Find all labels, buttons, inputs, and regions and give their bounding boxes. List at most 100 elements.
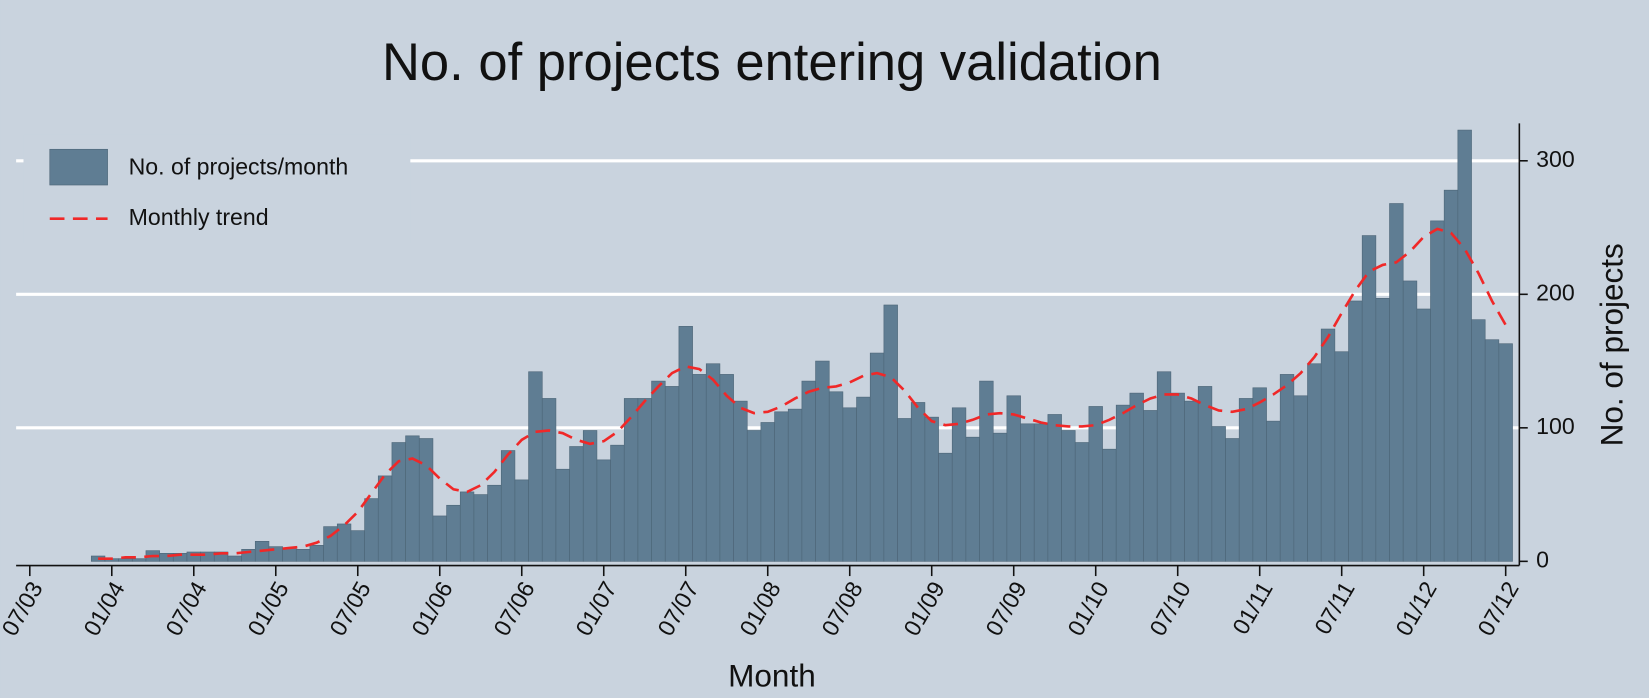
bar — [1033, 423, 1049, 562]
bar — [1156, 371, 1172, 562]
bar — [582, 430, 598, 562]
bar — [938, 452, 953, 562]
bar — [787, 408, 803, 562]
bar — [610, 444, 625, 562]
bar — [842, 407, 857, 562]
x-axis-title: Month — [728, 657, 816, 693]
bar — [541, 398, 557, 562]
bar — [309, 545, 324, 562]
bar — [418, 438, 434, 562]
bar — [692, 374, 707, 562]
bar — [1225, 438, 1240, 562]
trend-line — [98, 227, 1507, 560]
bar — [1006, 395, 1021, 562]
bar — [131, 558, 147, 562]
bar — [1416, 308, 1431, 562]
bar — [664, 386, 680, 562]
bar — [637, 398, 652, 562]
bar — [828, 391, 844, 562]
bar — [350, 530, 365, 562]
bar — [500, 450, 516, 562]
bar — [1279, 374, 1295, 562]
legend-swatch — [49, 148, 108, 186]
bar — [295, 549, 311, 562]
bar — [1211, 426, 1226, 562]
bar — [1293, 395, 1308, 562]
legend-label: Monthly trend — [129, 204, 269, 230]
y-tick-label: 200 — [1536, 279, 1575, 305]
bar — [364, 498, 379, 562]
bar — [514, 479, 529, 562]
bar — [1115, 404, 1131, 562]
bar — [1184, 400, 1199, 562]
y-tick-label: 300 — [1536, 146, 1575, 172]
bar — [1102, 448, 1117, 562]
bar — [856, 396, 871, 562]
bar — [459, 491, 475, 562]
bar — [651, 380, 666, 562]
bar — [719, 374, 734, 562]
bar — [705, 363, 721, 562]
bar — [555, 468, 570, 562]
bar — [1443, 189, 1459, 562]
y-axis-title: No. of projects — [1593, 243, 1629, 446]
bar — [746, 430, 762, 562]
bar — [1074, 442, 1090, 562]
bar — [377, 475, 393, 562]
bar — [1430, 220, 1445, 562]
bar — [473, 494, 488, 562]
bar — [774, 411, 789, 562]
bar — [432, 515, 447, 562]
bar — [1334, 351, 1349, 562]
bar — [678, 326, 693, 562]
bar — [1061, 430, 1076, 562]
bar — [1020, 423, 1035, 562]
bar — [733, 400, 748, 562]
bar — [1348, 300, 1363, 562]
bar — [1457, 129, 1472, 562]
bar — [569, 446, 584, 562]
bar — [1402, 280, 1418, 562]
bar — [1361, 235, 1377, 562]
bar — [965, 436, 980, 562]
y-tick-label: 0 — [1536, 546, 1549, 572]
bar — [1238, 398, 1254, 562]
bar — [801, 380, 816, 562]
bar — [1498, 343, 1513, 562]
bar — [897, 418, 912, 562]
bar — [924, 416, 939, 562]
bar — [1320, 328, 1336, 562]
chart-title: No. of projects entering validation — [382, 33, 1162, 92]
bar — [405, 435, 420, 562]
bar — [227, 555, 242, 562]
bar — [815, 360, 830, 562]
bar — [979, 380, 994, 562]
legend-label: No. of projects/month — [129, 153, 349, 179]
bar — [1047, 414, 1062, 562]
bar — [1307, 363, 1322, 562]
bar — [760, 422, 775, 562]
bar — [1375, 298, 1390, 562]
bar — [951, 407, 967, 562]
bar — [883, 304, 898, 562]
bar — [282, 547, 297, 562]
bar — [1143, 410, 1158, 562]
bar — [910, 402, 926, 562]
bar — [1484, 339, 1500, 562]
bar — [869, 352, 885, 562]
bar — [118, 558, 133, 562]
bar — [1471, 319, 1486, 562]
bar — [992, 432, 1008, 562]
bar — [1266, 420, 1281, 562]
bar — [1129, 392, 1144, 562]
bar — [528, 371, 543, 562]
bar — [487, 484, 502, 562]
bar — [1170, 392, 1185, 562]
bar — [1197, 386, 1213, 562]
bar — [1088, 406, 1103, 562]
bar — [596, 459, 611, 562]
y-tick-label: 100 — [1536, 413, 1575, 439]
bar — [446, 504, 461, 562]
bar — [1252, 387, 1267, 562]
